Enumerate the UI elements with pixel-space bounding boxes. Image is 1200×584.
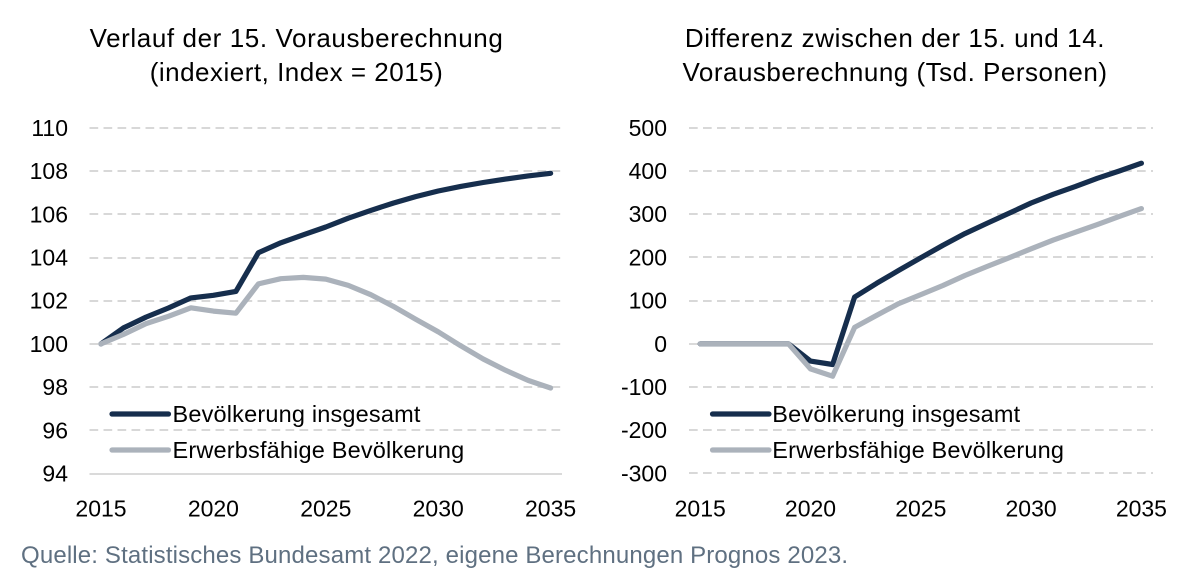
- svg-text:Bevölkerung insgesamt: Bevölkerung insgesamt: [772, 401, 1020, 427]
- svg-text:300: 300: [629, 201, 667, 227]
- svg-text:2015: 2015: [75, 496, 126, 522]
- svg-text:-300: -300: [621, 460, 667, 486]
- svg-text:94: 94: [42, 461, 68, 487]
- svg-text:0: 0: [654, 331, 667, 357]
- svg-text:Erwerbsfähige Bevölkerung: Erwerbsfähige Bevölkerung: [173, 437, 465, 463]
- svg-text:400: 400: [629, 158, 667, 184]
- svg-text:Erwerbsfähige Bevölkerung: Erwerbsfähige Bevölkerung: [772, 437, 1064, 463]
- svg-text:200: 200: [629, 244, 667, 270]
- svg-text:2020: 2020: [188, 496, 239, 522]
- svg-text:106: 106: [30, 201, 68, 227]
- svg-text:108: 108: [30, 158, 68, 184]
- svg-text:100: 100: [30, 331, 68, 357]
- svg-text:110: 110: [31, 115, 68, 141]
- svg-text:2020: 2020: [785, 496, 836, 522]
- svg-text:Verlauf der 15. Vorausberechnu: Verlauf der 15. Vorausberechnung: [90, 23, 504, 53]
- svg-text:Vorausberechnung (Tsd. Persone: Vorausberechnung (Tsd. Personen): [682, 57, 1107, 87]
- svg-text:500: 500: [629, 115, 667, 141]
- svg-text:2025: 2025: [895, 496, 946, 522]
- svg-text:2025: 2025: [300, 496, 351, 522]
- svg-text:98: 98: [42, 374, 68, 400]
- svg-text:2035: 2035: [525, 496, 576, 522]
- svg-text:102: 102: [30, 288, 68, 314]
- svg-text:96: 96: [42, 417, 68, 443]
- svg-text:2035: 2035: [1116, 496, 1167, 522]
- svg-text:104: 104: [30, 245, 69, 271]
- svg-text:2030: 2030: [413, 496, 464, 522]
- svg-text:Differenz zwischen der 15. und: Differenz zwischen der 15. und 14.: [685, 23, 1105, 53]
- svg-text:2030: 2030: [1006, 496, 1057, 522]
- svg-text:Bevölkerung insgesamt: Bevölkerung insgesamt: [173, 401, 421, 427]
- svg-text:(indexiert, Index = 2015): (indexiert, Index = 2015): [150, 57, 444, 87]
- svg-text:100: 100: [629, 288, 667, 314]
- svg-text:Quelle: Statistisches Bundesam: Quelle: Statistisches Bundesamt 2022, ei…: [21, 542, 848, 569]
- svg-text:2015: 2015: [675, 496, 726, 522]
- svg-text:-200: -200: [621, 417, 667, 443]
- svg-text:-100: -100: [621, 374, 667, 400]
